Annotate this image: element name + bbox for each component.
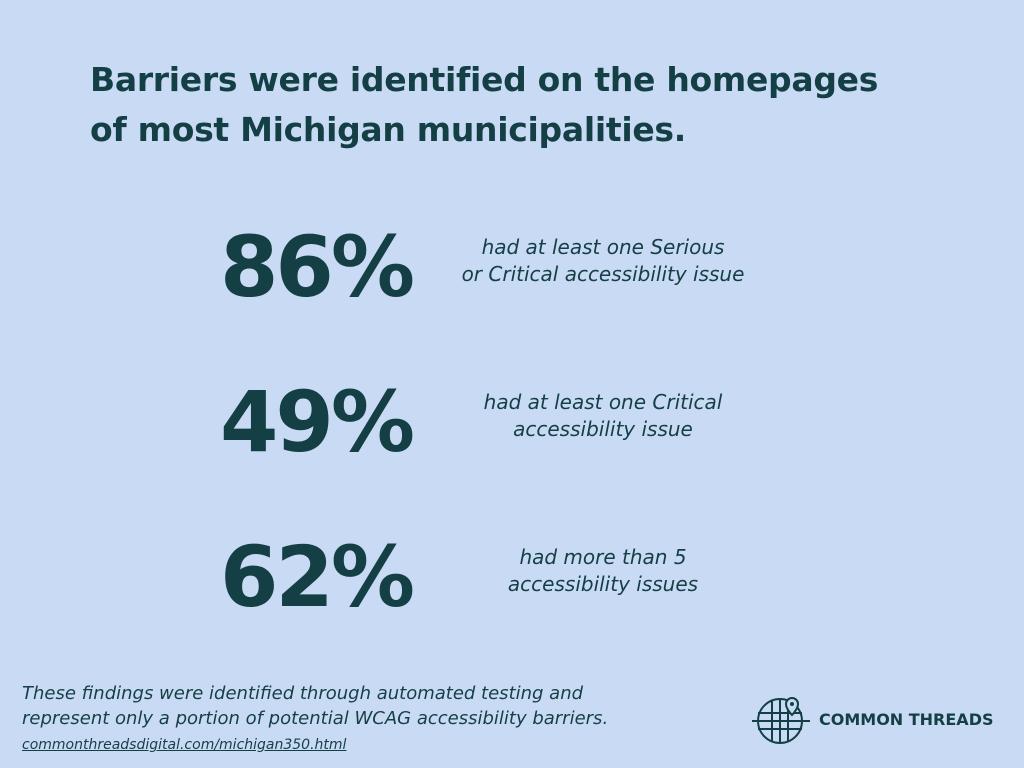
logo-text: COMMON THREADS xyxy=(819,710,994,729)
title-line: of most Michigan municipalities. xyxy=(90,110,686,149)
logo-icon xyxy=(752,696,810,744)
stat-description: had at least one Critical xyxy=(483,390,723,414)
stat-description: or Critical accessibility issue xyxy=(461,262,745,286)
footer-note: These findings were identified through a… xyxy=(22,683,584,704)
stat-description: had at least one Serious xyxy=(481,235,725,259)
stat-value: 86% xyxy=(219,218,415,316)
stat-description: had more than 5 xyxy=(519,545,687,569)
footer-link[interactable]: commonthreadsdigital.com/michigan350.htm… xyxy=(22,737,347,753)
stat-value: 62% xyxy=(219,528,415,626)
stat-description: accessibility issue xyxy=(513,417,693,441)
title-line: Barriers were identified on the homepage… xyxy=(90,60,879,99)
stat-value: 49% xyxy=(219,373,415,471)
footer-note: represent only a portion of potential WC… xyxy=(22,708,609,729)
stat-description: accessibility issues xyxy=(507,572,699,596)
